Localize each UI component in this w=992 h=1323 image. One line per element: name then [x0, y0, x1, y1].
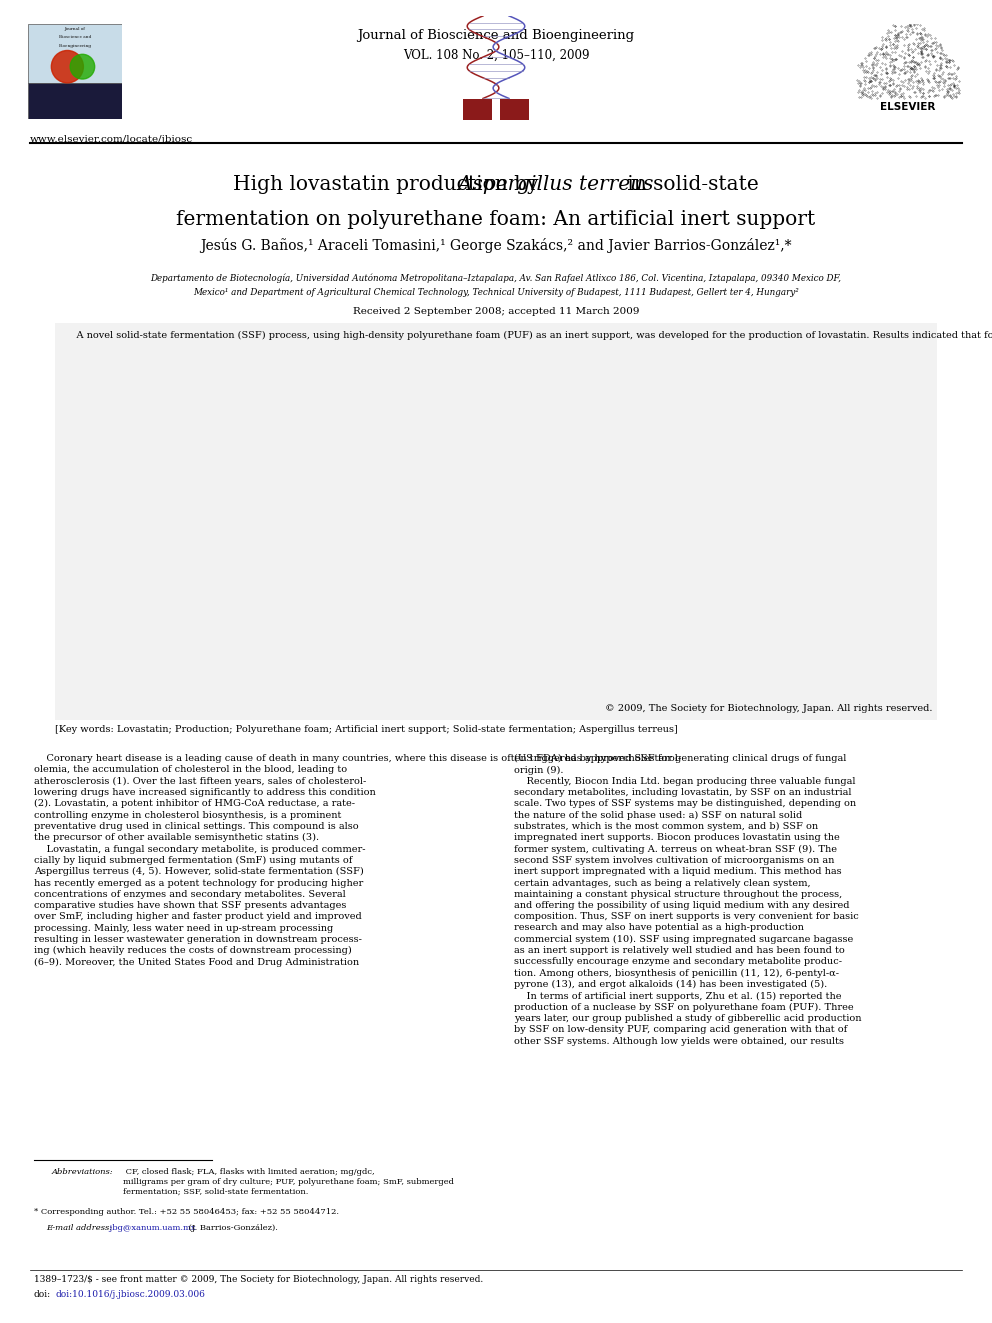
Text: VOL. 108 No. 2, 105–110, 2009: VOL. 108 No. 2, 105–110, 2009: [403, 49, 589, 62]
Text: Abbreviations:: Abbreviations:: [52, 1168, 113, 1176]
Text: Departamento de Biotecnología, Universidad Autónoma Metropolitana–Iztapalapa, Av: Departamento de Biotecnología, Universid…: [151, 274, 841, 283]
Bar: [28, 24, 122, 83]
Text: doi:: doi:: [34, 1290, 51, 1299]
Circle shape: [52, 50, 83, 83]
Bar: [28, 83, 122, 119]
Text: doi:10.1016/j.jbiosc.2009.03.006: doi:10.1016/j.jbiosc.2009.03.006: [56, 1290, 205, 1299]
Text: High lovastatin production by                     in solid-state: High lovastatin production by in solid-s…: [233, 175, 759, 193]
Bar: [55, 323, 937, 720]
Text: Journal of Bioscience and Bioengineering: Journal of Bioscience and Bioengineering: [357, 29, 635, 42]
Text: Jesús G. Baños,¹ Araceli Tomasini,¹ George Szakács,² and Javier Barrios-González: Jesús G. Baños,¹ Araceli Tomasini,¹ Geor…: [200, 238, 792, 253]
Text: ELSEVIER: ELSEVIER: [881, 102, 935, 111]
Text: * Corresponding author. Tel.: +52 55 58046453; fax: +52 55 58044712.: * Corresponding author. Tel.: +52 55 580…: [34, 1208, 338, 1216]
Text: fermentation on polyurethane foam: An artificial inert support: fermentation on polyurethane foam: An ar…: [177, 210, 815, 229]
Text: Mexico¹ and Department of Agricultural Chemical Technology, Technical University: Mexico¹ and Department of Agricultural C…: [193, 288, 799, 298]
Text: Coronary heart disease is a leading cause of death in many countries, where this: Coronary heart disease is a leading caus…: [34, 754, 681, 967]
Bar: [463, 99, 492, 119]
Text: jbg@xanum.uam.mx: jbg@xanum.uam.mx: [107, 1224, 195, 1232]
Text: (J. Barrios-González).: (J. Barrios-González).: [186, 1224, 279, 1232]
Text: Bioengineering: Bioengineering: [59, 44, 91, 48]
Text: Journal of: Journal of: [64, 26, 85, 30]
Text: © 2009, The Society for Biotechnology, Japan. All rights reserved.: © 2009, The Society for Biotechnology, J…: [605, 704, 932, 713]
Text: (US FDA) has approved SSF for generating clinical drugs of fungal
origin (9).
  : (US FDA) has approved SSF for generating…: [514, 754, 861, 1045]
Circle shape: [70, 54, 94, 79]
Text: E-mail address:: E-mail address:: [46, 1224, 112, 1232]
Text: CF, closed flask; FLA, flasks with limited aeration; mg/gdc,
milligrams per gram: CF, closed flask; FLA, flasks with limit…: [123, 1168, 454, 1196]
Text: 1389–1723/$ - see front matter © 2009, The Society for Biotechnology, Japan. All: 1389–1723/$ - see front matter © 2009, T…: [34, 1275, 483, 1285]
Bar: [500, 99, 529, 119]
Text: Bioscience and: Bioscience and: [59, 36, 91, 40]
Text: [Key words: Lovastatin; Production; Polyurethane foam; Artificial inert support;: [Key words: Lovastatin; Production; Poly…: [55, 725, 678, 734]
Text: Aspergillus terreus: Aspergillus terreus: [338, 175, 654, 193]
Text: www.elsevier.com/locate/jbiosc: www.elsevier.com/locate/jbiosc: [30, 135, 192, 144]
Text: Received 2 September 2008; accepted 11 March 2009: Received 2 September 2008; accepted 11 M…: [353, 307, 639, 316]
Text: A novel solid-state fermentation (SSF) process, using high-density polyurethane : A novel solid-state fermentation (SSF) p…: [64, 331, 992, 340]
